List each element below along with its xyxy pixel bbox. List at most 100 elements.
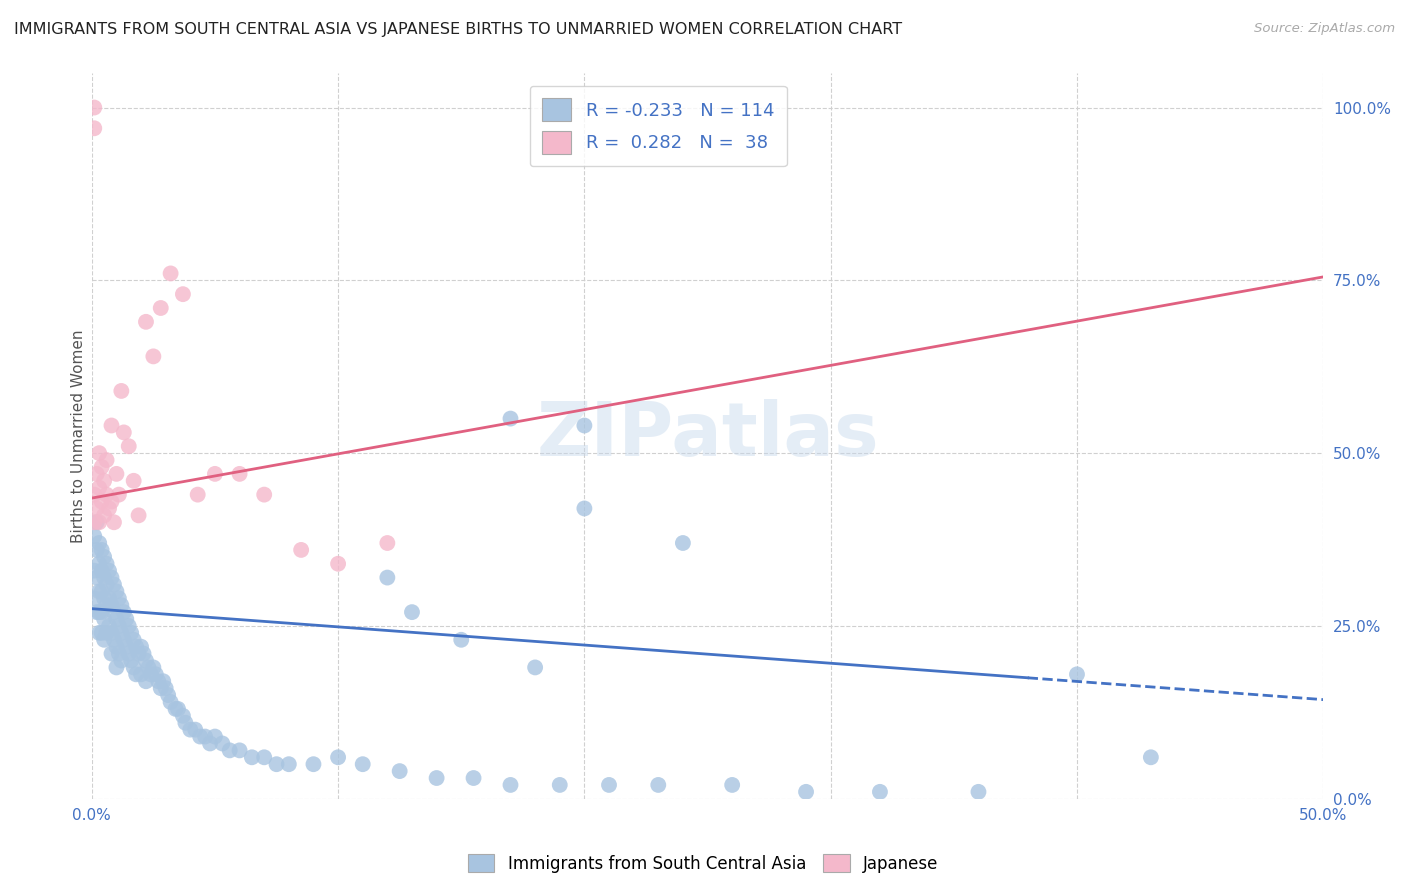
Point bbox=[172, 287, 194, 301]
Point bbox=[159, 267, 181, 281]
Point bbox=[574, 501, 596, 516]
Point bbox=[118, 647, 141, 661]
Point bbox=[139, 667, 162, 681]
Point bbox=[103, 632, 125, 647]
Point bbox=[98, 619, 121, 633]
Point bbox=[110, 598, 132, 612]
Point bbox=[401, 605, 423, 619]
Point bbox=[167, 702, 190, 716]
Point bbox=[721, 778, 744, 792]
Point bbox=[148, 674, 170, 689]
Point bbox=[100, 494, 122, 508]
Point bbox=[93, 570, 115, 584]
Point bbox=[93, 632, 115, 647]
Point bbox=[524, 660, 547, 674]
Point bbox=[548, 778, 571, 792]
Point bbox=[228, 743, 250, 757]
Point bbox=[98, 501, 121, 516]
Point bbox=[194, 730, 217, 744]
Point bbox=[120, 653, 142, 667]
Point bbox=[89, 481, 111, 495]
Point bbox=[598, 778, 620, 792]
Point bbox=[83, 101, 105, 115]
Point bbox=[135, 315, 157, 329]
Point bbox=[105, 660, 128, 674]
Point bbox=[105, 640, 128, 654]
Point bbox=[105, 612, 128, 626]
Point bbox=[89, 605, 111, 619]
Point bbox=[157, 688, 180, 702]
Point bbox=[187, 488, 209, 502]
Point bbox=[100, 625, 122, 640]
Point bbox=[204, 730, 226, 744]
Text: IMMIGRANTS FROM SOUTH CENTRAL ASIA VS JAPANESE BIRTHS TO UNMARRIED WOMEN CORRELA: IMMIGRANTS FROM SOUTH CENTRAL ASIA VS JA… bbox=[14, 22, 903, 37]
Point bbox=[96, 625, 118, 640]
Point bbox=[499, 411, 522, 425]
Point bbox=[135, 674, 157, 689]
Point bbox=[326, 750, 349, 764]
Point bbox=[1066, 667, 1088, 681]
Point bbox=[129, 667, 152, 681]
Point bbox=[98, 564, 121, 578]
Point bbox=[112, 632, 135, 647]
Point bbox=[108, 488, 131, 502]
Point bbox=[240, 750, 263, 764]
Point bbox=[90, 625, 112, 640]
Point bbox=[450, 632, 472, 647]
Point bbox=[122, 632, 145, 647]
Point bbox=[108, 619, 131, 633]
Point bbox=[96, 598, 118, 612]
Point bbox=[302, 757, 325, 772]
Point bbox=[138, 660, 160, 674]
Point bbox=[105, 467, 128, 481]
Point bbox=[125, 640, 148, 654]
Point bbox=[120, 625, 142, 640]
Point bbox=[672, 536, 695, 550]
Point bbox=[90, 584, 112, 599]
Point bbox=[142, 660, 165, 674]
Point bbox=[93, 612, 115, 626]
Point bbox=[86, 467, 108, 481]
Point bbox=[96, 577, 118, 591]
Point bbox=[115, 640, 138, 654]
Point bbox=[326, 557, 349, 571]
Point bbox=[93, 508, 115, 523]
Point bbox=[115, 612, 138, 626]
Point bbox=[86, 605, 108, 619]
Point bbox=[100, 418, 122, 433]
Point bbox=[86, 570, 108, 584]
Point bbox=[83, 516, 105, 530]
Point bbox=[83, 529, 105, 543]
Point bbox=[108, 647, 131, 661]
Point bbox=[83, 121, 105, 136]
Point bbox=[174, 715, 197, 730]
Point bbox=[253, 488, 276, 502]
Point bbox=[132, 647, 155, 661]
Point bbox=[89, 446, 111, 460]
Point bbox=[228, 467, 250, 481]
Point bbox=[574, 418, 596, 433]
Point bbox=[118, 619, 141, 633]
Point bbox=[499, 778, 522, 792]
Point bbox=[129, 640, 152, 654]
Point bbox=[90, 605, 112, 619]
Point bbox=[352, 757, 374, 772]
Point bbox=[122, 474, 145, 488]
Point bbox=[218, 743, 240, 757]
Legend: Immigrants from South Central Asia, Japanese: Immigrants from South Central Asia, Japa… bbox=[461, 847, 945, 880]
Point bbox=[135, 653, 157, 667]
Point bbox=[112, 605, 135, 619]
Point bbox=[86, 501, 108, 516]
Point bbox=[83, 488, 105, 502]
Point bbox=[90, 494, 112, 508]
Point bbox=[290, 543, 312, 558]
Point bbox=[142, 350, 165, 364]
Point bbox=[204, 467, 226, 481]
Point bbox=[110, 384, 132, 398]
Point bbox=[86, 543, 108, 558]
Point bbox=[108, 591, 131, 606]
Point bbox=[152, 674, 174, 689]
Point bbox=[149, 301, 172, 315]
Point bbox=[869, 785, 891, 799]
Point bbox=[96, 488, 118, 502]
